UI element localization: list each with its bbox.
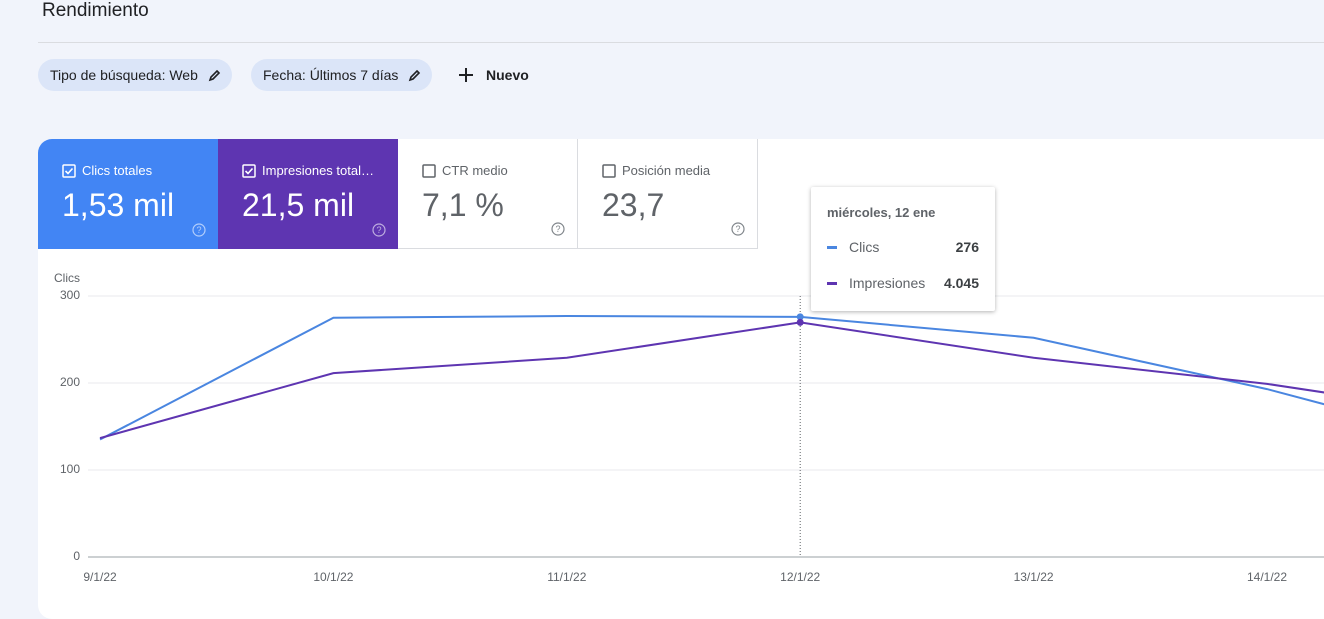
metric-value: 21,5 mil — [242, 187, 355, 223]
checkbox — [62, 163, 76, 178]
chart: Clics 0 100 200 300 9/1/22 10/1/22 11/1/22 12/1… — [54, 271, 1324, 584]
plus-icon — [459, 68, 473, 82]
edit-icon — [409, 69, 421, 82]
help-icon: ? — [192, 223, 206, 237]
metric-label: Posición media — [622, 163, 711, 178]
y-axis-label: Clics — [54, 271, 80, 285]
hover-dot — [796, 318, 804, 326]
separator — [38, 42, 1324, 43]
metric-label: CTR medio — [442, 163, 508, 178]
page-title: Rendimiento — [42, 0, 149, 21]
help-icon: ? — [731, 222, 745, 236]
metric-label-row: Clics totales — [62, 163, 152, 178]
metric-label-row: Posición media — [602, 163, 710, 178]
legend-swatch — [827, 281, 837, 285]
tooltip-row: Impresiones 4.045 — [827, 275, 979, 291]
metric-label-row: CTR medio — [422, 163, 508, 178]
x-tick-label: 10/1/22 — [313, 570, 353, 584]
tooltip-series-name: Impresiones — [849, 275, 926, 291]
edit-icon — [208, 69, 221, 82]
filter-chip[interactable]: Fecha: Últimos 7 días — [251, 59, 433, 91]
help-icon: ? — [551, 222, 565, 236]
svg-text:?: ? — [196, 225, 201, 235]
metric-value: 23,7 — [602, 187, 665, 223]
svg-text:?: ? — [555, 224, 560, 234]
metric-label: Clics totales — [82, 163, 153, 178]
y-tick-label: 300 — [60, 288, 80, 302]
y-tick-label: 200 — [60, 375, 80, 389]
legend-swatch — [827, 245, 837, 249]
checkbox — [242, 163, 256, 178]
tooltip: miércoles, 12 ene Clics 276 Impresiones 4.0… — [811, 187, 995, 311]
x-tick-label: 13/1/22 — [1014, 570, 1054, 584]
y-tick-label: 100 — [60, 462, 80, 476]
metric-tile[interactable]: Clics totales 1,53 mil? — [38, 139, 218, 249]
metric-label: Impresiones total… — [262, 163, 374, 178]
hover-dot — [796, 313, 804, 321]
filter-label: Fecha: Últimos 7 días — [263, 67, 399, 83]
tooltip-title: miércoles, 12 ene — [827, 205, 936, 220]
metric-tile[interactable]: CTR medio 7,1 %? — [398, 139, 578, 249]
x-tick-label: 12/1/22 — [780, 570, 820, 584]
tooltip-value: 4.045 — [943, 275, 979, 291]
metric-tile[interactable]: Posición media 23,7? — [578, 139, 758, 249]
checkbox — [602, 163, 616, 178]
checkbox — [422, 163, 436, 178]
metric-value: 1,53 mil — [62, 187, 175, 223]
x-tick-label: 14/1/22 — [1247, 570, 1287, 584]
metric-tile[interactable]: Impresiones total… 21,5 mil? — [218, 139, 398, 249]
x-tick-label: 11/1/22 — [547, 570, 586, 584]
y-tick-label: 0 — [73, 549, 80, 563]
filter-label: Tipo de búsqueda: Web — [50, 67, 198, 83]
filter-chip[interactable]: Tipo de búsqueda: Web — [38, 59, 232, 91]
performance-card: Clics totales 1,53 mil? Impresiones total…… — [38, 139, 1324, 619]
series-line — [99, 321, 1324, 440]
metric-label-row: Impresiones total… — [242, 163, 374, 178]
help-icon: ? — [372, 223, 386, 237]
tooltip-value: 276 — [955, 239, 979, 255]
metric-value: 7,1 % — [422, 187, 504, 223]
new-filter-button[interactable]: Nuevo — [458, 60, 529, 90]
tooltip-row: Clics 276 — [827, 239, 979, 255]
svg-text:?: ? — [735, 224, 740, 234]
tooltip-series-name: Clics — [849, 239, 880, 255]
x-tick-label: 9/1/22 — [83, 570, 117, 584]
svg-text:?: ? — [376, 225, 381, 235]
new-label: Nuevo — [486, 67, 529, 83]
